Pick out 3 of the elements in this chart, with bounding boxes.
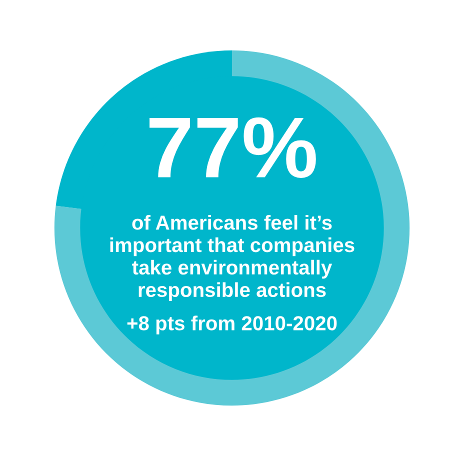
text: +8 pts from 2010-2020 (127, 316, 337, 334)
text: 77% (150, 117, 316, 178)
text: of Americans feel it’s important that companies take environmentally responsible actions (110, 214, 354, 302)
